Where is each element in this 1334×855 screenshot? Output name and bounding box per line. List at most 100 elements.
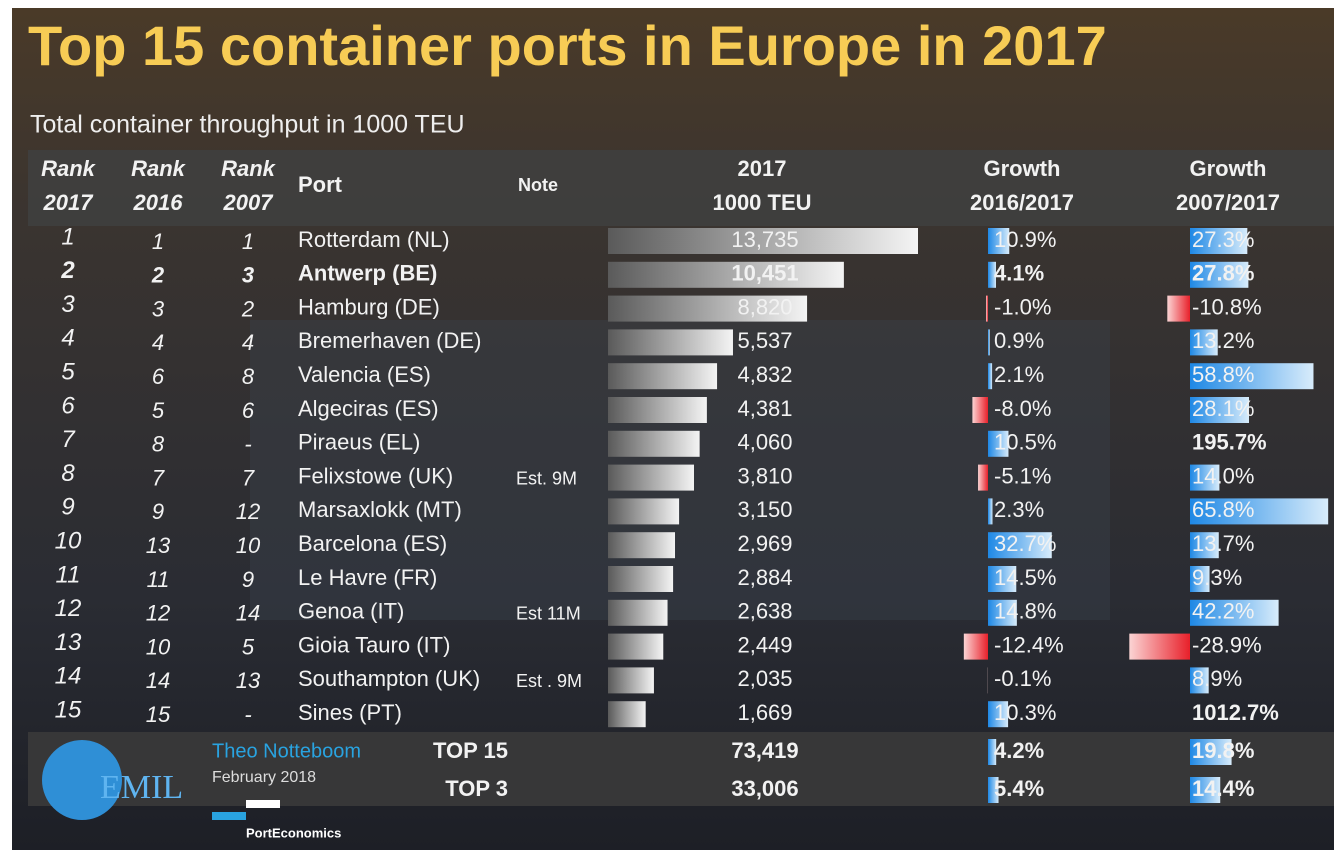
growth-2007-2017: 13.7% [1192, 531, 1254, 556]
growth-2016-2017: -5.1% [994, 463, 1051, 488]
note: Est . 9M [516, 671, 582, 691]
rank-2017: 13 [55, 629, 82, 656]
total-growth-2016-2017: 4.2% [994, 738, 1044, 763]
rank-2016: 3 [152, 296, 165, 321]
subtitle: Total container throughput in 1000 TEU [30, 111, 465, 139]
rank-2017: 7 [61, 426, 76, 453]
growth-bar [986, 296, 988, 322]
rank-2007: 8 [242, 364, 255, 389]
growth-2016-2017: 14.8% [994, 599, 1056, 624]
growth-2016-2017: 32.7% [994, 531, 1056, 556]
growth-2007-2017: 65.8% [1192, 497, 1254, 522]
rank-2016: 2 [151, 263, 165, 288]
growth-bar [1167, 296, 1190, 322]
rank-2007: 6 [242, 398, 255, 423]
rank-2016: 12 [146, 601, 170, 626]
rank-2016: 5 [152, 398, 165, 423]
growth-bar [978, 465, 988, 491]
teu-value: 3,810 [737, 463, 792, 488]
teu-value: 4,060 [737, 430, 792, 455]
total-teu: 33,006 [731, 776, 798, 801]
teu-value: 13,735 [731, 227, 798, 252]
growth-2007-2017: 195.7% [1192, 430, 1267, 455]
growth-2007-2017: 13.2% [1192, 328, 1254, 353]
brand: PortEconomics [246, 825, 341, 840]
rank-2007: 12 [236, 499, 260, 524]
column-header: 2007 [223, 190, 275, 215]
author: Theo Notteboom [212, 740, 361, 762]
rank-2007: 9 [242, 567, 254, 592]
teu-value: 2,638 [737, 599, 792, 624]
port: Barcelona (ES) [298, 531, 447, 556]
rank-2007: 13 [236, 668, 261, 693]
growth-2007-2017: 58.8% [1192, 362, 1254, 387]
teu-value: 4,832 [737, 362, 792, 387]
column-header: Note [518, 175, 558, 195]
teu-bar [608, 532, 675, 558]
logo-text: EMIL [100, 769, 183, 806]
port: Piraeus (EL) [298, 430, 420, 455]
rank-2017: 10 [55, 528, 82, 555]
growth-2016-2017: -8.0% [994, 396, 1051, 421]
port: Bremerhaven (DE) [298, 328, 481, 353]
teu-value: 4,381 [737, 396, 792, 421]
teu-value: 2,969 [737, 531, 792, 556]
port: Marsaxlokk (MT) [298, 497, 462, 522]
rank-2007: - [244, 432, 251, 457]
growth-2007-2017: 27.3% [1192, 227, 1254, 252]
teu-bar [608, 262, 844, 288]
teu-value: 8,820 [737, 294, 792, 319]
growth-2007-2017: 42.2% [1192, 599, 1254, 624]
total-teu: 73,419 [731, 738, 798, 763]
rank-2016: 1 [152, 229, 164, 254]
rank-2007: 4 [242, 330, 254, 355]
column-header: 2016/2017 [970, 190, 1074, 215]
port: Sines (PT) [298, 700, 402, 725]
brand-mark [212, 812, 246, 820]
port: Felixstowe (UK) [298, 463, 453, 488]
teu-bar [608, 465, 694, 491]
column-header: Port [298, 172, 343, 197]
port: Le Havre (FR) [298, 565, 437, 590]
growth-2016-2017: 4.1% [994, 261, 1044, 286]
rank-2017: 6 [61, 392, 75, 419]
total-growth-2007-2017: 19.8% [1192, 738, 1254, 763]
growth-bar [964, 634, 988, 660]
rank-2017: 1 [61, 223, 74, 250]
rank-2017: 11 [56, 561, 81, 588]
growth-bar [988, 498, 992, 524]
infographic: Top 15 container ports in Europe in 2017… [0, 0, 1334, 850]
teu-bar [608, 397, 707, 423]
rank-2007: 14 [236, 601, 260, 626]
column-header: Rank [41, 156, 97, 181]
column-header: 2017 [738, 156, 787, 181]
teu-bar [608, 566, 673, 592]
teu-value: 2,884 [737, 565, 792, 590]
teu-value: 2,449 [737, 632, 792, 657]
rank-2017: 2 [60, 257, 75, 284]
growth-2016-2017: 2.1% [994, 362, 1044, 387]
column-header: Rank [221, 156, 277, 181]
total-growth-2007-2017: 14.4% [1192, 776, 1254, 801]
column-header: 2017 [43, 190, 95, 215]
rank-2017: 15 [55, 697, 82, 724]
rank-2016: 11 [147, 567, 170, 592]
growth-2016-2017: 0.9% [994, 328, 1044, 353]
rank-2017: 8 [61, 460, 75, 487]
growth-2007-2017: 27.8% [1192, 261, 1254, 286]
teu-value: 3,150 [737, 497, 792, 522]
growth-2016-2017: 2.3% [994, 497, 1044, 522]
total-label: TOP 3 [445, 776, 508, 801]
growth-2007-2017: -28.9% [1192, 632, 1262, 657]
teu-bar [608, 634, 663, 660]
teu-bar [608, 431, 700, 457]
column-header: Growth [984, 156, 1061, 181]
growth-2016-2017: -1.0% [994, 294, 1051, 319]
rank-2007: 3 [242, 263, 254, 288]
teu-bar [608, 667, 654, 693]
growth-2007-2017: 8.9% [1192, 666, 1242, 691]
column-header: Rank [131, 156, 187, 181]
teu-value: 10,451 [731, 261, 798, 286]
rank-2007: 5 [242, 634, 255, 659]
teu-bar [608, 498, 679, 524]
